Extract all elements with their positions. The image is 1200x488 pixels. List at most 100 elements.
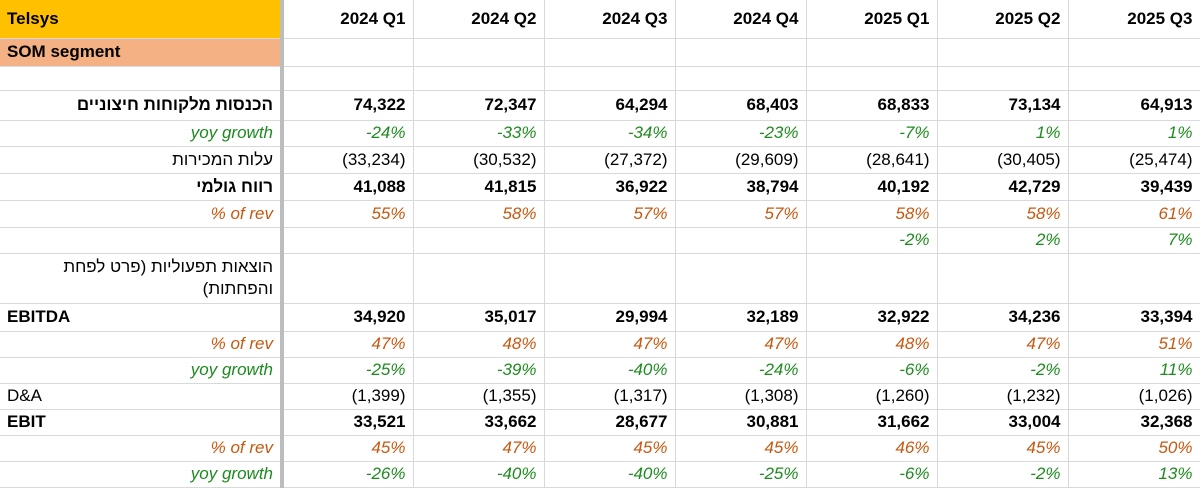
value-cell[interactable]: -40%: [413, 461, 545, 488]
value-cell[interactable]: (29,609): [675, 146, 807, 174]
empty-cell[interactable]: [282, 38, 414, 67]
value-cell[interactable]: 32,922: [806, 303, 938, 332]
segment-title-cell[interactable]: SOM segment: [0, 38, 284, 67]
value-cell[interactable]: -34%: [544, 120, 676, 147]
column-header-cell[interactable]: 2024 Q4: [675, 0, 807, 39]
value-cell[interactable]: 41,088: [282, 173, 414, 201]
empty-cell[interactable]: [0, 227, 284, 254]
row-label-pct-of-rev[interactable]: % of rev: [0, 200, 284, 228]
value-cell[interactable]: 32,189: [675, 303, 807, 332]
value-cell[interactable]: 55%: [282, 200, 414, 228]
value-cell[interactable]: 47%: [544, 331, 676, 358]
value-cell[interactable]: -6%: [806, 461, 938, 488]
row-label-yoy-growth[interactable]: yoy growth: [0, 357, 284, 384]
value-cell[interactable]: (33,234): [282, 146, 414, 174]
value-cell[interactable]: 68,403: [675, 90, 807, 121]
row-label-revenue[interactable]: הכנסות מלקוחות חיצוניים: [0, 90, 284, 121]
row-label-d-and-a[interactable]: D&A: [0, 383, 284, 410]
empty-cell[interactable]: [544, 38, 676, 67]
row-label-ebit[interactable]: EBIT: [0, 409, 284, 436]
value-cell[interactable]: 42,729: [937, 173, 1069, 201]
value-cell[interactable]: 50%: [1068, 435, 1200, 462]
column-header-cell[interactable]: 2024 Q3: [544, 0, 676, 39]
value-cell[interactable]: 64,913: [1068, 90, 1200, 121]
value-cell[interactable]: 1%: [1068, 120, 1200, 147]
value-cell[interactable]: 7%: [1068, 227, 1200, 254]
value-cell[interactable]: 57%: [544, 200, 676, 228]
value-cell[interactable]: (1,355): [413, 383, 545, 410]
value-cell[interactable]: [675, 227, 807, 254]
value-cell[interactable]: 73,134: [937, 90, 1069, 121]
value-cell[interactable]: -25%: [675, 461, 807, 488]
value-cell[interactable]: (1,308): [675, 383, 807, 410]
value-cell[interactable]: [937, 253, 1069, 304]
value-cell[interactable]: 34,920: [282, 303, 414, 332]
value-cell[interactable]: (1,260): [806, 383, 938, 410]
empty-cell[interactable]: [675, 66, 807, 91]
value-cell[interactable]: 45%: [675, 435, 807, 462]
value-cell[interactable]: 11%: [1068, 357, 1200, 384]
value-cell[interactable]: 35,017: [413, 303, 545, 332]
column-header-cell[interactable]: 2025 Q2: [937, 0, 1069, 39]
value-cell[interactable]: 64,294: [544, 90, 676, 121]
value-cell[interactable]: -2%: [937, 461, 1069, 488]
value-cell[interactable]: -24%: [282, 120, 414, 147]
value-cell[interactable]: 13%: [1068, 461, 1200, 488]
value-cell[interactable]: (27,372): [544, 146, 676, 174]
value-cell[interactable]: 51%: [1068, 331, 1200, 358]
value-cell[interactable]: 28,677: [544, 409, 676, 436]
value-cell[interactable]: -40%: [544, 357, 676, 384]
value-cell[interactable]: 57%: [675, 200, 807, 228]
value-cell[interactable]: 47%: [675, 331, 807, 358]
value-cell[interactable]: [413, 227, 545, 254]
value-cell[interactable]: -25%: [282, 357, 414, 384]
value-cell[interactable]: [544, 253, 676, 304]
empty-cell[interactable]: [1068, 38, 1200, 67]
value-cell[interactable]: 33,394: [1068, 303, 1200, 332]
value-cell[interactable]: -23%: [675, 120, 807, 147]
value-cell[interactable]: 58%: [413, 200, 545, 228]
value-cell[interactable]: 2%: [937, 227, 1069, 254]
column-header-cell[interactable]: 2024 Q1: [282, 0, 414, 39]
value-cell[interactable]: (1,232): [937, 383, 1069, 410]
row-label-pct-of-rev[interactable]: % of rev: [0, 331, 284, 358]
empty-cell[interactable]: [413, 38, 545, 67]
value-cell[interactable]: 48%: [413, 331, 545, 358]
value-cell[interactable]: 33,662: [413, 409, 545, 436]
value-cell[interactable]: (25,474): [1068, 146, 1200, 174]
row-label-yoy-growth[interactable]: yoy growth: [0, 120, 284, 147]
value-cell[interactable]: 30,881: [675, 409, 807, 436]
value-cell[interactable]: -39%: [413, 357, 545, 384]
value-cell[interactable]: 1%: [937, 120, 1069, 147]
value-cell[interactable]: [806, 253, 938, 304]
value-cell[interactable]: 33,521: [282, 409, 414, 436]
value-cell[interactable]: 48%: [806, 331, 938, 358]
value-cell[interactable]: [282, 253, 414, 304]
empty-cell[interactable]: [1068, 66, 1200, 91]
value-cell[interactable]: 68,833: [806, 90, 938, 121]
value-cell[interactable]: (1,317): [544, 383, 676, 410]
value-cell[interactable]: (1,399): [282, 383, 414, 410]
value-cell[interactable]: (30,405): [937, 146, 1069, 174]
empty-cell[interactable]: [806, 38, 938, 67]
row-label-pct-of-rev[interactable]: % of rev: [0, 435, 284, 462]
value-cell[interactable]: [544, 227, 676, 254]
value-cell[interactable]: 58%: [937, 200, 1069, 228]
value-cell[interactable]: 38,794: [675, 173, 807, 201]
row-label-cost-of-sales[interactable]: עלות המכירות: [0, 146, 284, 174]
value-cell[interactable]: -33%: [413, 120, 545, 147]
empty-cell[interactable]: [675, 38, 807, 67]
value-cell[interactable]: 61%: [1068, 200, 1200, 228]
value-cell[interactable]: 36,922: [544, 173, 676, 201]
row-label-gross-profit[interactable]: רווח גולמי: [0, 173, 284, 201]
value-cell[interactable]: -26%: [282, 461, 414, 488]
value-cell[interactable]: 41,815: [413, 173, 545, 201]
value-cell[interactable]: 74,322: [282, 90, 414, 121]
value-cell[interactable]: -7%: [806, 120, 938, 147]
value-cell[interactable]: (28,641): [806, 146, 938, 174]
value-cell[interactable]: 47%: [937, 331, 1069, 358]
value-cell[interactable]: 33,004: [937, 409, 1069, 436]
empty-cell[interactable]: [806, 66, 938, 91]
value-cell[interactable]: 47%: [282, 331, 414, 358]
value-cell[interactable]: -40%: [544, 461, 676, 488]
